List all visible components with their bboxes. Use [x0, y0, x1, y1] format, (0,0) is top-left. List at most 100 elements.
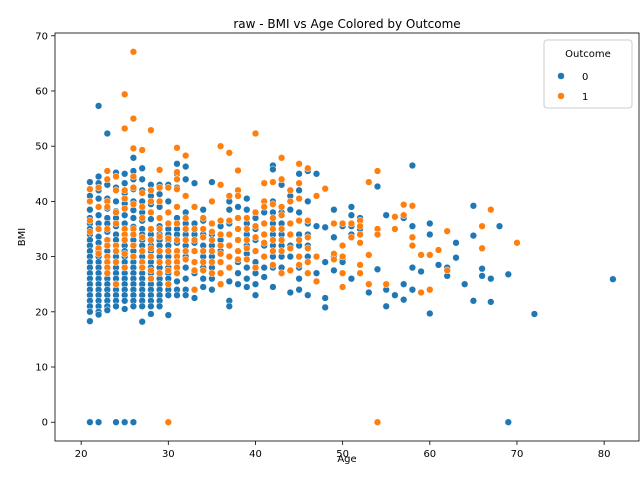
data-point-outcome-1 — [155, 197, 164, 206]
data-point-outcome-1 — [286, 197, 294, 206]
data-point-outcome-0 — [199, 283, 207, 291]
data-point-outcome-1 — [182, 236, 190, 244]
data-point-outcome-1 — [330, 219, 338, 228]
data-point-outcome-0 — [129, 154, 138, 162]
data-point-outcome-0 — [243, 206, 251, 214]
x-tick-label: 50 — [336, 449, 349, 460]
data-point-outcome-0 — [147, 215, 155, 223]
x-tick-label: 20 — [75, 449, 88, 460]
data-point-outcome-0 — [173, 277, 181, 286]
data-point-outcome-1 — [155, 233, 164, 241]
data-point-outcome-0 — [469, 202, 478, 210]
data-point-outcome-0 — [347, 211, 356, 219]
legend-marker-1 — [557, 92, 565, 100]
data-point-outcome-0 — [182, 275, 190, 283]
y-tick-label: 30 — [35, 252, 48, 263]
data-point-outcome-0 — [312, 170, 321, 178]
data-point-outcome-1 — [356, 239, 364, 247]
data-point-outcome-1 — [365, 251, 373, 259]
data-point-outcome-0 — [408, 161, 417, 170]
data-point-outcome-0 — [190, 179, 199, 187]
data-point-outcome-1 — [295, 160, 303, 168]
data-point-outcome-1 — [103, 167, 111, 175]
y-tick-label: 10 — [35, 363, 48, 374]
data-point-outcome-1 — [164, 234, 172, 243]
data-point-outcome-1 — [225, 217, 233, 225]
data-point-outcome-1 — [269, 214, 277, 222]
data-point-outcome-0 — [138, 318, 146, 326]
data-point-outcome-0 — [330, 233, 338, 241]
data-point-outcome-1 — [199, 225, 207, 233]
data-point-outcome-1 — [208, 236, 216, 244]
data-point-outcome-0 — [129, 418, 138, 426]
data-point-outcome-0 — [321, 258, 329, 266]
data-point-outcome-0 — [330, 266, 338, 275]
data-point-outcome-1 — [164, 183, 172, 192]
data-point-outcome-0 — [391, 291, 399, 299]
data-point-outcome-0 — [173, 291, 181, 299]
data-point-outcome-0 — [330, 206, 338, 214]
data-point-outcome-0 — [286, 206, 294, 214]
data-point-outcome-0 — [321, 303, 329, 312]
data-point-outcome-1 — [129, 144, 138, 153]
data-point-outcome-0 — [225, 302, 233, 310]
data-point-outcome-0 — [347, 275, 356, 283]
data-point-outcome-1 — [103, 241, 111, 250]
data-point-outcome-1 — [234, 166, 242, 175]
data-point-outcome-0 — [469, 231, 478, 240]
data-point-outcome-1 — [208, 228, 216, 236]
data-point-outcome-1 — [417, 251, 425, 259]
data-point-outcome-0 — [408, 286, 417, 294]
data-point-outcome-0 — [86, 308, 94, 316]
data-point-outcome-0 — [164, 291, 172, 299]
x-tick-label: 30 — [162, 449, 175, 460]
data-point-outcome-1 — [321, 185, 329, 193]
data-point-outcome-1 — [208, 197, 216, 206]
data-point-outcome-1 — [112, 172, 120, 181]
points-layer — [86, 48, 617, 426]
data-point-outcome-1 — [382, 280, 390, 288]
data-point-outcome-1 — [190, 286, 199, 294]
data-point-outcome-1 — [121, 194, 129, 203]
data-point-outcome-1 — [269, 200, 277, 208]
data-point-outcome-1 — [356, 269, 364, 277]
data-point-outcome-1 — [129, 172, 138, 181]
data-point-outcome-1 — [216, 241, 225, 250]
data-point-outcome-0 — [408, 222, 417, 230]
data-point-outcome-1 — [338, 219, 347, 228]
data-point-outcome-0 — [86, 178, 94, 186]
data-point-outcome-0 — [426, 219, 434, 228]
data-point-outcome-1 — [286, 186, 294, 194]
data-point-outcome-1 — [121, 263, 129, 272]
data-point-outcome-1 — [269, 236, 277, 244]
data-point-outcome-0 — [182, 291, 190, 299]
data-point-outcome-1 — [103, 203, 111, 211]
data-point-outcome-1 — [138, 233, 146, 241]
data-point-outcome-1 — [216, 280, 225, 288]
data-point-outcome-0 — [495, 222, 504, 230]
data-point-outcome-1 — [182, 214, 190, 222]
data-point-outcome-0 — [182, 175, 190, 183]
data-point-outcome-1 — [408, 233, 417, 241]
data-point-outcome-1 — [147, 275, 155, 283]
data-point-outcome-1 — [304, 233, 312, 241]
data-point-outcome-0 — [94, 310, 103, 319]
data-point-outcome-1 — [304, 258, 312, 266]
data-point-outcome-1 — [434, 246, 443, 254]
data-point-outcome-0 — [208, 286, 216, 294]
data-point-outcome-0 — [312, 269, 321, 277]
data-point-outcome-1 — [155, 258, 164, 266]
data-point-outcome-1 — [147, 197, 155, 206]
data-point-outcome-0 — [243, 194, 251, 203]
data-point-outcome-1 — [216, 181, 225, 189]
data-point-outcome-1 — [338, 269, 347, 277]
data-point-outcome-1 — [182, 225, 190, 233]
data-point-outcome-1 — [408, 202, 417, 210]
data-point-outcome-1 — [269, 261, 277, 269]
data-point-outcome-1 — [286, 230, 294, 239]
data-point-outcome-1 — [373, 418, 382, 426]
data-point-outcome-1 — [208, 258, 216, 266]
data-point-outcome-0 — [260, 263, 268, 272]
data-point-outcome-0 — [94, 233, 103, 241]
data-point-outcome-1 — [129, 241, 138, 250]
